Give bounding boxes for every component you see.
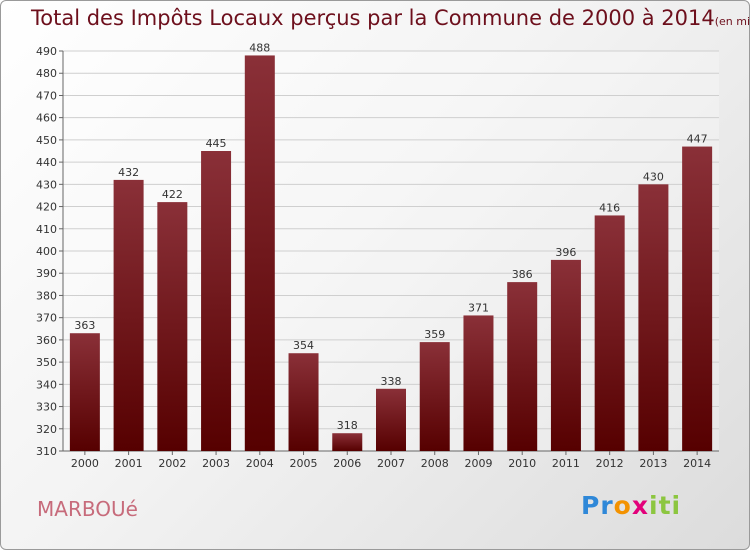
- y-tick-label: 350: [36, 356, 57, 369]
- x-tick-label: 2006: [333, 457, 361, 470]
- x-tick-label: 2014: [683, 457, 711, 470]
- x-tick-label: 2010: [508, 457, 536, 470]
- data-label: 447: [687, 133, 708, 146]
- bar-2006: [332, 433, 363, 451]
- data-label: 371: [468, 301, 489, 314]
- bar-2011: [550, 259, 581, 451]
- y-tick-label: 380: [36, 289, 57, 302]
- y-tick-label: 440: [36, 156, 57, 169]
- commune-name: MARBOUé: [37, 497, 138, 521]
- data-label: 416: [599, 201, 620, 214]
- y-tick-label: 410: [36, 223, 57, 236]
- bar-2013: [638, 184, 669, 452]
- y-tick-label: 480: [36, 67, 57, 80]
- logo-letter: r: [600, 491, 614, 520]
- x-tick-label: 2011: [552, 457, 580, 470]
- x-tick-label: 2008: [421, 457, 449, 470]
- logo-letter: o: [613, 491, 632, 520]
- data-label: 359: [424, 328, 445, 341]
- bar-2009: [463, 315, 494, 451]
- bar-2010: [507, 282, 538, 451]
- bar-2003: [201, 151, 232, 451]
- y-tick-label: 360: [36, 334, 57, 347]
- data-label: 338: [381, 375, 402, 388]
- data-label: 363: [74, 319, 95, 332]
- y-tick-label: 420: [36, 201, 57, 214]
- x-tick-label: 2007: [377, 457, 405, 470]
- proxiti-logo: Proxiti: [581, 491, 681, 520]
- bar-2000: [69, 333, 100, 451]
- x-tick-label: 2005: [290, 457, 318, 470]
- bar-2001: [113, 179, 144, 451]
- logo-letter: P: [581, 491, 601, 520]
- x-tick-label: 2002: [158, 457, 186, 470]
- x-tick-label: 2001: [115, 457, 143, 470]
- data-label: 396: [555, 246, 576, 259]
- y-tick-label: 320: [36, 423, 57, 436]
- y-tick-label: 400: [36, 245, 57, 258]
- bar-2007: [376, 388, 406, 451]
- bar-2014: [682, 146, 713, 452]
- bar-2002: [157, 202, 188, 451]
- x-tick-label: 2000: [71, 457, 99, 470]
- bar-2004: [244, 55, 275, 451]
- x-tick-label: 2009: [464, 457, 492, 470]
- data-label: 386: [512, 268, 533, 281]
- bar-2012: [594, 215, 625, 451]
- y-tick-label: 460: [36, 112, 57, 125]
- chart-title: Total des Impôts Locaux perçus par la Co…: [31, 6, 750, 30]
- data-label: 488: [249, 41, 270, 54]
- logo-letter: t: [658, 491, 672, 520]
- logo-letter: i: [649, 491, 659, 520]
- y-tick-label: 310: [36, 445, 57, 458]
- bar-2008: [419, 342, 450, 451]
- y-tick-label: 330: [36, 401, 57, 414]
- x-tick-label: 2013: [639, 457, 667, 470]
- y-tick-label: 390: [36, 267, 57, 280]
- logo-letter: i: [671, 491, 682, 520]
- chart-subtitle: (en milliers d'€): [714, 15, 750, 28]
- logo-letter: x: [631, 491, 649, 520]
- x-tick-label: 2003: [202, 457, 230, 470]
- x-tick-label: 2012: [596, 457, 624, 470]
- bar-2005: [288, 353, 319, 451]
- data-label: 445: [206, 137, 227, 150]
- data-label: 430: [643, 170, 664, 183]
- y-tick-label: 470: [36, 89, 57, 102]
- y-tick-label: 370: [36, 312, 57, 325]
- data-label: 432: [118, 166, 139, 179]
- y-tick-label: 340: [36, 378, 57, 391]
- y-tick-label: 430: [36, 178, 57, 191]
- data-label: 422: [162, 188, 183, 201]
- y-tick-label: 490: [36, 45, 57, 58]
- y-tick-label: 450: [36, 134, 57, 147]
- data-label: 318: [337, 419, 358, 432]
- data-label: 354: [293, 339, 314, 352]
- x-tick-label: 2004: [246, 457, 274, 470]
